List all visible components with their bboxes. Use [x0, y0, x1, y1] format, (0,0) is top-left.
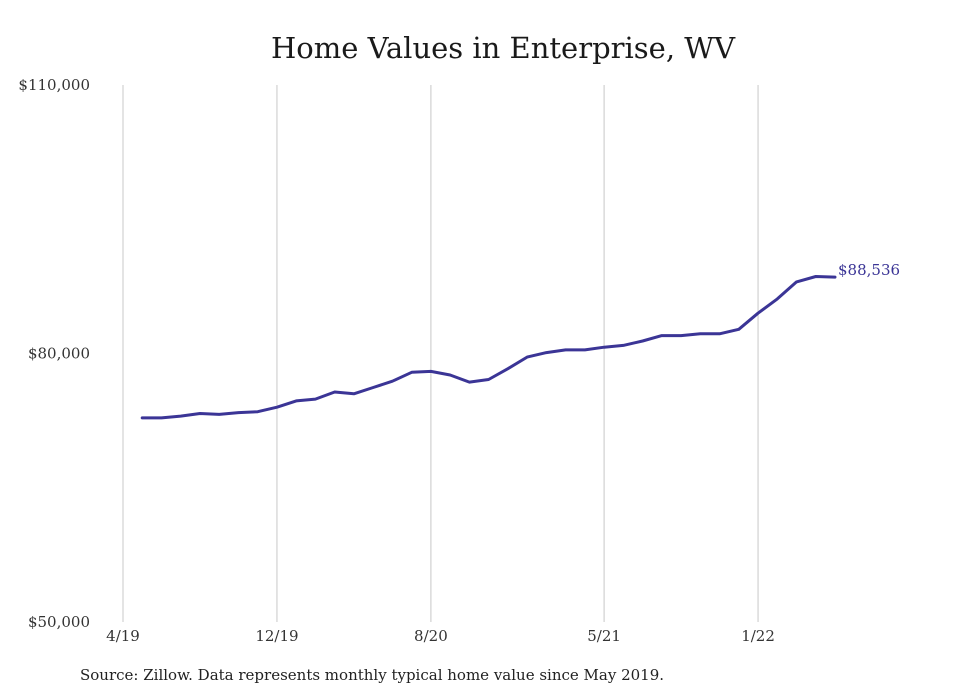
- y-tick-label: $50,000: [28, 613, 90, 631]
- y-tick-label: $110,000: [18, 76, 90, 94]
- gridlines: [122, 85, 759, 622]
- x-tick-label: 8/20: [414, 627, 448, 645]
- end-value-label: $88,536: [838, 261, 900, 279]
- series-line: [140, 275, 837, 420]
- y-tick-label: $80,000: [28, 345, 90, 363]
- y-axis: $50,000 $80,000 $110,000: [18, 76, 90, 631]
- x-tick-label: 1/22: [741, 627, 775, 645]
- x-axis: 4/19 12/19 8/20 5/21 1/22: [106, 627, 775, 645]
- source-note: Source: Zillow. Data represents monthly …: [80, 666, 665, 684]
- series: [140, 275, 837, 420]
- chart-title: Home Values in Enterprise, WV: [271, 31, 736, 65]
- x-tick-label: 12/19: [255, 627, 298, 645]
- x-tick-label: 4/19: [106, 627, 140, 645]
- x-tick-label: 5/21: [587, 627, 621, 645]
- line-chart: Home Values in Enterprise, WV $50,000 $80…: [18, 31, 900, 645]
